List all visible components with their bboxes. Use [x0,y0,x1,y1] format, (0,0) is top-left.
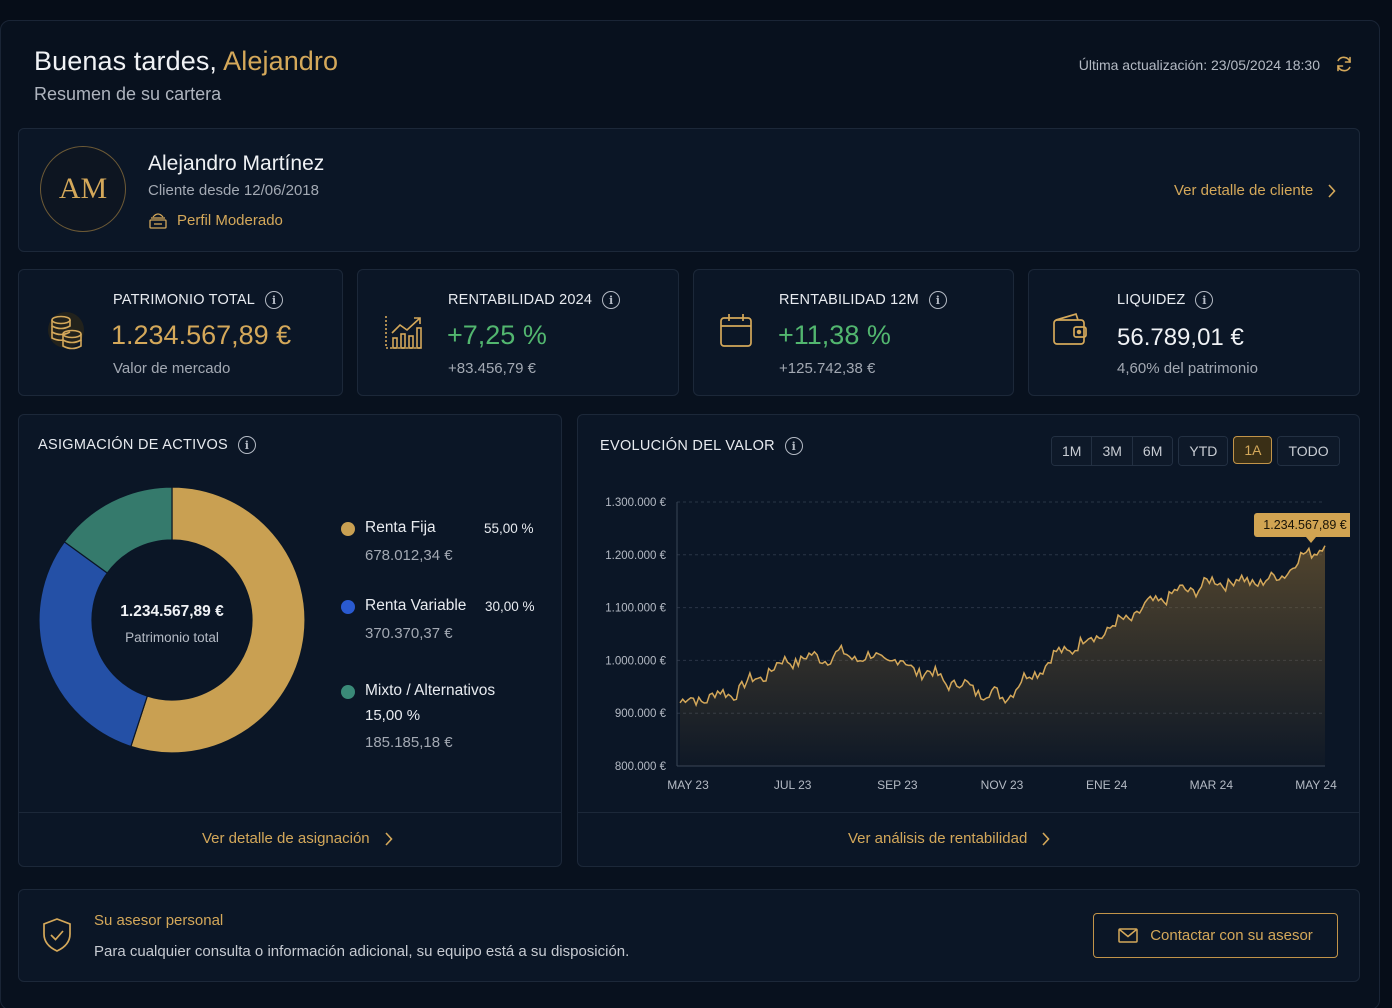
kpi-title-rentabilidad-2024: RENTABILIDAD 2024 i [448,291,621,309]
shield-check-icon [43,918,71,952]
info-icon[interactable]: i [238,436,256,454]
info-icon[interactable]: i [928,291,947,309]
donut-center-value: 1.234.567,89 € [120,603,224,620]
chevron-right-icon [1042,831,1050,846]
kpi-value-rentabilidad-12m: +11,38 % [778,320,891,350]
legend-label: Renta Fija [365,519,436,536]
y-tick-label: 1.000.000 € [605,655,666,667]
legend-item-mixto: Mixto / Alternativos [341,682,495,700]
evolution-chart: 1.300.000 € 1.200.000 € 1.100.000 € 1.000.0… [605,497,1350,792]
advisor-panel [18,889,1360,982]
kpi-value-rentabilidad-2024: +7,25 % [447,320,547,350]
advisor-text: Para cualquier consulta o información ad… [94,943,630,960]
range-button-6m[interactable]: 6M [1132,437,1173,465]
range-button-ytd[interactable]: YTD [1179,437,1228,465]
chevron-right-icon [1328,183,1336,198]
x-tick-label: MAY 23 [667,778,709,792]
range-button-1m[interactable]: 1M [1052,437,1093,465]
x-tick-label: ENE 24 [1086,778,1128,792]
chart-tooltip-value: 1.234.567,89 € [1263,518,1346,532]
last-update: Última actualización: 23/05/2024 18:30 [1078,57,1320,73]
client-panel [18,128,1360,252]
donut-slice [130,486,306,754]
evolution-title: EVOLUCIÓN DEL VALOR i [600,437,803,455]
legend-amount: 370.370,37 € [365,625,453,642]
client-detail-link[interactable]: Ver detalle de cliente [1174,182,1336,199]
kpi-sub-rentabilidad-2024: +83.456,79 € [448,360,537,377]
refresh-icon[interactable] [1334,54,1354,74]
kpi-title-patrimonio: PATRIMONIO TOTAL i [113,291,284,309]
growth-chart-icon [385,316,422,349]
donut-slice [63,486,173,574]
user-first-name: Alejandro [223,46,339,76]
calendar-icon [720,314,752,347]
chart-area [680,545,1325,766]
client-profile: Perfil Moderado [148,211,283,229]
contact-advisor-button[interactable]: Contactar con su asesor [1093,913,1338,958]
risk-profile-icon [149,213,167,229]
kpi-value-patrimonio: 1.234.567,89 € [111,320,292,350]
x-tick-label: NOV 23 [981,778,1024,792]
kpi-sub-liquidez: 4,60% del patrimonio [1117,360,1258,377]
avatar: AM [40,146,126,232]
allocation-detail-link[interactable]: Ver detalle de asignación [202,830,393,847]
divider [19,812,561,813]
kpi-value-liquidez: 56.789,01 € [1117,324,1244,351]
legend-pct: 30,00 % [485,599,535,614]
legend-item-renta-fija: Renta Fija [341,519,436,537]
wallet-icon [1053,312,1087,345]
client-name: Alejandro Martínez [148,152,325,175]
kpi-title-rentabilidad-12m: RENTABILIDAD 12M i [779,291,947,309]
legend-label: Renta Variable [365,597,467,614]
range-button-todo[interactable]: TODO [1278,437,1339,465]
info-icon[interactable]: i [1195,291,1214,309]
x-tick-label: SEP 23 [877,778,918,792]
range-button-3m[interactable]: 3M [1092,437,1133,465]
legend-amount: 185.185,18 € [365,734,453,751]
x-tick-label: MAY 24 [1295,778,1337,792]
legend-amount: 678.012,34 € [365,547,453,564]
donut-slice [38,540,149,748]
legend-dot [341,600,355,614]
kpi-sub-rentabilidad-12m: +125.742,38 € [779,360,876,377]
greeting: Buenas tardes, Alejandro [34,46,339,76]
info-icon[interactable]: i [602,291,621,309]
info-icon[interactable]: i [784,437,803,455]
performance-analysis-link[interactable]: Ver análisis de rentabilidad [848,830,1050,847]
legend-item-renta-variable: Renta Variable [341,597,466,615]
x-tick-label: MAR 24 [1190,778,1234,792]
legend-pct: 55,00 % [484,521,534,536]
divider [578,812,1359,813]
allocation-donut: 1.234.567,89 € Patrimonio total [38,486,306,754]
range-button-1a[interactable]: 1A [1233,436,1273,464]
kpi-card-rentabilidad-2024 [357,269,679,396]
info-icon[interactable]: i [265,291,284,309]
coins-icon [48,312,84,350]
chart-tooltip: 1.234.567,89 € [1254,513,1350,543]
mail-icon [1118,928,1138,943]
kpi-sub-patrimonio: Valor de mercado [113,360,231,377]
y-tick-label: 900.000 € [615,708,667,720]
y-tick-label: 1.200.000 € [605,550,666,562]
page-subtitle: Resumen de su cartera [34,84,222,104]
legend-pct: 15,00 % [365,707,421,724]
range-selector: 1M 3M 6M YTD 1A TODO [1051,436,1340,466]
kpi-title-liquidez: LIQUIDEZ i [1117,291,1214,309]
chevron-right-icon [385,831,393,846]
legend-label: Mixto / Alternativos [365,682,496,699]
x-tick-label: JUL 23 [774,778,812,792]
client-since: Cliente desde 12/06/2018 [148,182,319,199]
legend-dot [341,522,355,536]
y-tick-label: 800.000 € [615,761,667,773]
legend-dot [341,685,355,699]
y-tick-label: 1.300.000 € [605,497,666,509]
donut-center-label: Patrimonio total [125,630,219,645]
advisor-title: Su asesor personal [94,912,224,929]
y-tick-label: 1.100.000 € [605,603,666,615]
chart-line [679,545,1326,708]
allocation-title: ASIGMACIÓN DE ACTIVOS i [38,436,256,454]
kpi-card-rentabilidad-12m [693,269,1014,396]
